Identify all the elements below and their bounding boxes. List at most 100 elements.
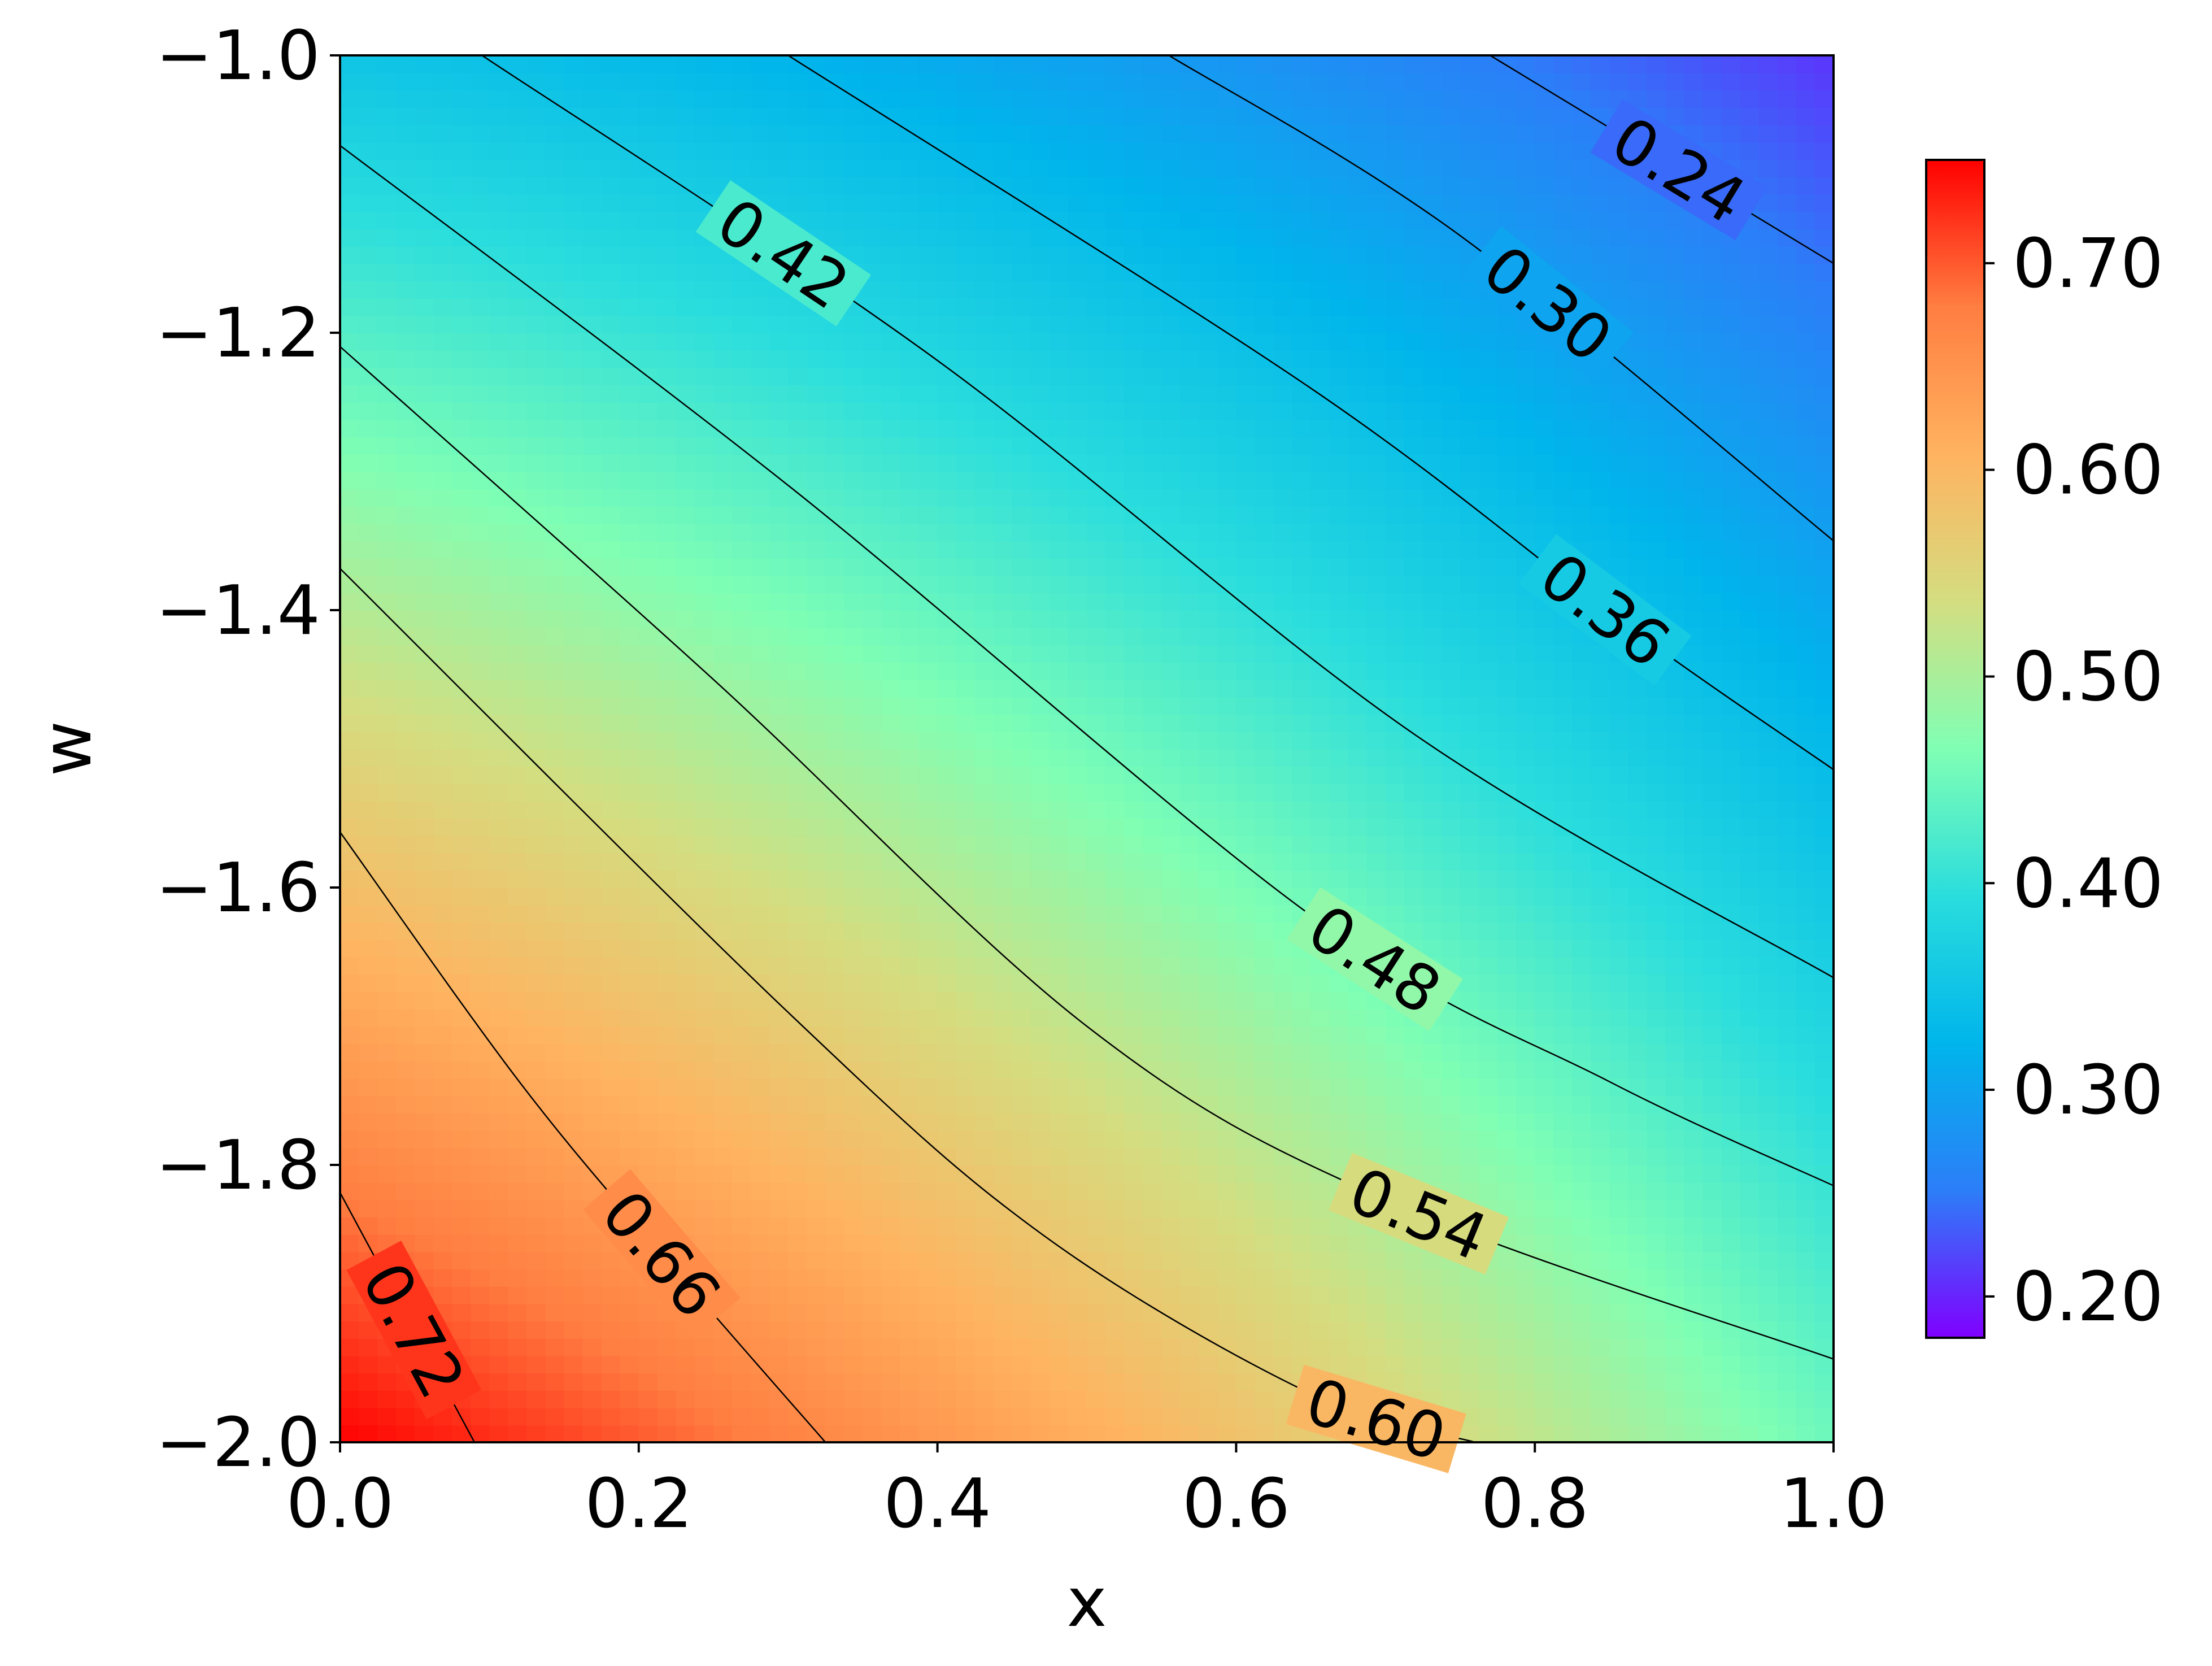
heatmap-cell [415, 280, 434, 299]
heatmap-cell [1199, 333, 1218, 351]
heatmap-cell [545, 1165, 565, 1183]
heatmap-cell [1105, 419, 1125, 438]
heatmap-cell [489, 1095, 509, 1113]
heatmap-cell [1180, 1147, 1200, 1165]
heatmap-cell [1292, 575, 1312, 594]
heatmap-cell [1030, 541, 1050, 559]
heatmap-cell [937, 731, 957, 750]
heatmap-cell [1273, 419, 1293, 438]
heatmap-cell [825, 385, 845, 403]
heatmap-cell [526, 1112, 546, 1131]
heatmap-cell [1310, 298, 1330, 316]
heatmap-cell [676, 714, 695, 732]
heatmap-cell [1479, 939, 1499, 958]
heatmap-cell [620, 1338, 639, 1356]
heatmap-cell [1255, 783, 1274, 802]
heatmap-cell [1161, 593, 1181, 611]
heatmap-cell [1068, 506, 1087, 524]
heatmap-cell [1404, 888, 1423, 906]
heatmap-cell [807, 1234, 826, 1252]
heatmap-cell [1422, 1303, 1442, 1322]
heatmap-cell [788, 1234, 808, 1252]
heatmap-cell [601, 939, 621, 958]
heatmap-cell [676, 1425, 695, 1442]
heatmap-cell [620, 72, 639, 91]
heatmap-cell [937, 315, 957, 333]
heatmap-cell [974, 956, 994, 975]
heatmap-cell [825, 904, 845, 923]
heatmap-cell [433, 506, 453, 524]
heatmap-cell [1143, 801, 1162, 819]
heatmap-cell [582, 593, 602, 611]
heatmap-cell [1087, 610, 1107, 628]
heatmap-cell [788, 870, 808, 888]
heatmap-cell [564, 888, 584, 906]
heatmap-cell [1012, 1078, 1031, 1097]
heatmap-cell [1385, 367, 1405, 386]
heatmap-cell [769, 1390, 789, 1408]
heatmap-cell [900, 367, 920, 386]
heatmap-cell [433, 904, 453, 923]
heatmap-cell [1422, 1043, 1442, 1062]
heatmap-cell [1143, 818, 1162, 836]
heatmap-cell [452, 55, 472, 73]
heatmap-cell [788, 1165, 808, 1183]
heatmap-cell [415, 974, 434, 993]
heatmap-cell [825, 124, 845, 143]
heatmap-cell [340, 315, 360, 333]
heatmap-cell [1441, 1147, 1461, 1165]
heatmap-cell [620, 1303, 639, 1322]
heatmap-cell [1348, 818, 1368, 836]
heatmap-cell [713, 852, 733, 871]
heatmap-cell [1161, 523, 1181, 542]
heatmap-cell [769, 835, 789, 854]
heatmap-cell [1310, 90, 1330, 108]
heatmap-cell [1180, 263, 1200, 281]
heatmap-cell [1441, 852, 1461, 871]
heatmap-cell [1124, 801, 1144, 819]
heatmap-cell [956, 1373, 976, 1391]
heatmap-cell [508, 1043, 528, 1062]
heatmap-cell [937, 1355, 957, 1374]
heatmap-cell [1404, 1026, 1423, 1045]
heatmap-cell [713, 575, 733, 594]
heatmap-cell [620, 922, 639, 941]
heatmap-cell [377, 124, 397, 143]
heatmap-cell [1366, 506, 1386, 524]
heatmap-cell [807, 315, 826, 333]
heatmap-cell [881, 176, 901, 195]
heatmap-cell [751, 176, 770, 195]
heatmap-cell [545, 385, 565, 403]
heatmap-cell [1199, 523, 1218, 542]
heatmap-cell [694, 679, 714, 698]
heatmap-cell [526, 298, 546, 316]
heatmap-cell [1460, 939, 1480, 958]
heatmap-cell [1124, 194, 1144, 212]
heatmap-cell [620, 211, 639, 229]
heatmap-cell [415, 437, 434, 455]
heatmap-cell [508, 852, 528, 871]
heatmap-cell [1087, 1199, 1107, 1218]
heatmap-cell [415, 835, 434, 854]
heatmap-cell [1366, 142, 1386, 160]
heatmap-cell [638, 489, 658, 507]
heatmap-cell [825, 888, 845, 906]
heatmap-cell [732, 766, 752, 784]
heatmap-cell [1366, 870, 1386, 888]
heatmap-cell [974, 749, 994, 767]
heatmap-cell [620, 489, 639, 507]
heatmap-cell [377, 1078, 397, 1097]
heatmap-cell [1479, 852, 1499, 871]
heatmap-cell [900, 558, 920, 576]
heatmap-cell [1348, 714, 1368, 732]
heatmap-cell [433, 211, 453, 229]
heatmap-cell [545, 194, 565, 212]
heatmap-cell [1012, 835, 1031, 854]
heatmap-cell [1087, 1355, 1107, 1374]
heatmap-cell [751, 1165, 770, 1183]
heatmap-cell [415, 1095, 434, 1113]
heatmap-cell [1441, 523, 1461, 542]
heatmap-cell [582, 1373, 602, 1391]
heatmap-cell [788, 1355, 808, 1374]
heatmap-cell [415, 72, 434, 91]
